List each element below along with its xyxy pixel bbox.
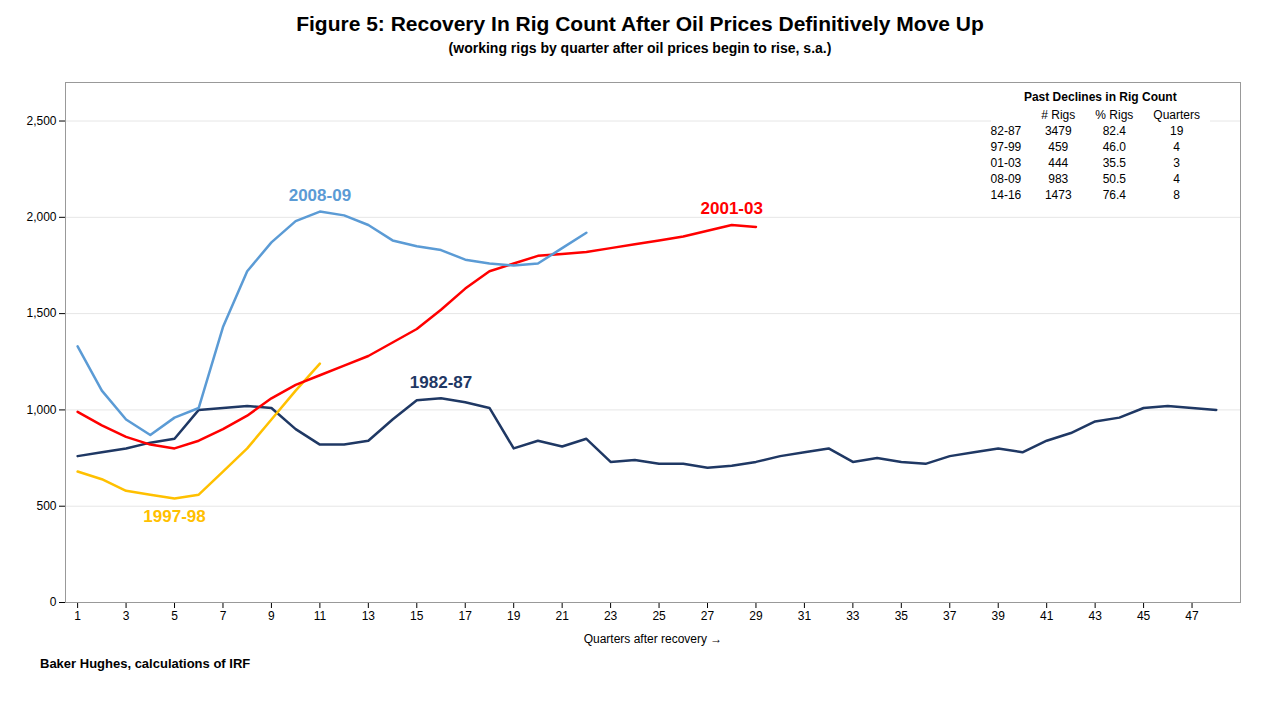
svg-text:2008-09: 2008-09 <box>289 186 351 205</box>
html-text:Baker Hughes, calculations of: Baker Hughes, calculations of IRF <box>40 656 251 671</box>
html-text:Past Declines in Rig Count: Past Declines in Rig Count <box>1023 90 1177 104</box>
html-text:3: 3 <box>1173 156 1180 170</box>
svg-text:Quarters after recovery →: Quarters after recovery → <box>584 632 723 646</box>
svg-text:13: 13 <box>362 609 376 623</box>
html-text:8: 8 <box>1173 188 1180 202</box>
svg-text:23: 23 <box>604 609 618 623</box>
svg-text:0: 0 <box>50 595 57 609</box>
html-text:(working rigs by quarter after: (working rigs by quarter after oil price… <box>448 40 832 56</box>
html-text:82.4: 82.4 <box>1102 124 1126 138</box>
html-text:82-87: 82-87 <box>990 124 1022 138</box>
svg-text:1: 1 <box>74 609 81 623</box>
html-text:08-09: 08-09 <box>990 172 1022 186</box>
html-text:1473: 1473 <box>1044 188 1072 202</box>
svg-text:500: 500 <box>36 499 56 513</box>
html-text:4: 4 <box>1173 172 1180 186</box>
html-text:Figure 5: Recovery In Rig Coun: Figure 5: Recovery In Rig Count After Oi… <box>296 12 984 35</box>
svg-text:11: 11 <box>314 609 327 623</box>
html-text:# Rigs: # Rigs <box>1041 108 1076 122</box>
html-text:3479: 3479 <box>1044 124 1072 138</box>
html-text:35.5: 35.5 <box>1102 156 1126 170</box>
svg-text:1982-87: 1982-87 <box>410 373 472 392</box>
svg-text:31: 31 <box>798 609 812 623</box>
html-text:01-03: 01-03 <box>990 156 1022 170</box>
svg-text:2001-03: 2001-03 <box>701 199 763 218</box>
svg-text:41: 41 <box>1040 609 1054 623</box>
html-text:97-99: 97-99 <box>990 140 1022 154</box>
html-text:14-16: 14-16 <box>990 188 1022 202</box>
svg-text:1997-98: 1997-98 <box>143 507 205 526</box>
svg-text:27: 27 <box>701 609 715 623</box>
html-text:19: 19 <box>1170 124 1184 138</box>
html-text:% Rigs: % Rigs <box>1095 108 1134 122</box>
html-text:76.4: 76.4 <box>1102 188 1126 202</box>
svg-text:37: 37 <box>943 609 957 623</box>
svg-text:3: 3 <box>123 609 130 623</box>
svg-text:35: 35 <box>895 609 909 623</box>
html-text:459: 459 <box>1048 140 1069 154</box>
svg-text:19: 19 <box>507 609 521 623</box>
svg-text:29: 29 <box>749 609 763 623</box>
svg-text:1,000: 1,000 <box>26 403 56 417</box>
svg-text:15: 15 <box>410 609 424 623</box>
html-text:983: 983 <box>1048 172 1069 186</box>
svg-text:5: 5 <box>171 609 178 623</box>
html-text:46.0: 46.0 <box>1102 140 1126 154</box>
svg-text:2,000: 2,000 <box>26 210 56 224</box>
html-text:Quarters: Quarters <box>1153 108 1200 122</box>
svg-text:45: 45 <box>1137 609 1151 623</box>
svg-text:2,500: 2,500 <box>26 114 56 128</box>
svg-text:21: 21 <box>555 609 569 623</box>
svg-text:33: 33 <box>846 609 860 623</box>
html-text:50.5: 50.5 <box>1102 172 1126 186</box>
svg-text:7: 7 <box>220 609 227 623</box>
svg-text:17: 17 <box>459 609 473 623</box>
svg-text:47: 47 <box>1185 609 1199 623</box>
svg-text:39: 39 <box>992 609 1006 623</box>
svg-text:9: 9 <box>268 609 275 623</box>
svg-text:1,500: 1,500 <box>26 306 56 320</box>
svg-text:25: 25 <box>652 609 666 623</box>
html-text:4: 4 <box>1173 140 1180 154</box>
svg-text:43: 43 <box>1088 609 1102 623</box>
html-text:444: 444 <box>1048 156 1069 170</box>
